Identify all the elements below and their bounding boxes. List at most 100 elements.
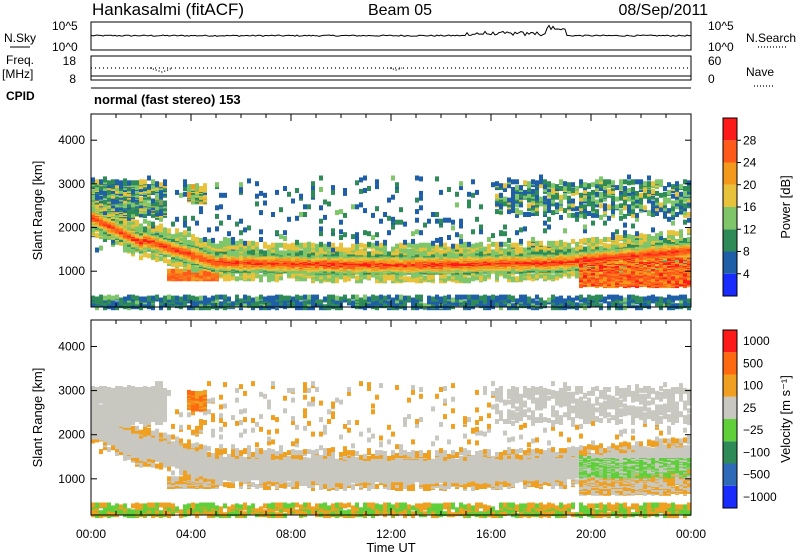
- power-cell: [447, 275, 451, 281]
- power-cell: [275, 294, 279, 300]
- power-cell: [335, 272, 339, 278]
- power-cell: [371, 212, 375, 218]
- power-cell: [307, 245, 311, 251]
- power-cell: [139, 200, 143, 206]
- power-cell: [195, 267, 199, 273]
- power-cell: [247, 295, 251, 301]
- power-cell: [319, 274, 323, 280]
- power-cell: [355, 204, 359, 210]
- noise-right-tick-top: 10^5: [708, 19, 734, 33]
- power-cell: [123, 243, 127, 249]
- power-cell: [139, 255, 143, 261]
- power-cell: [323, 246, 327, 252]
- power-cell: [123, 216, 127, 222]
- date-title: 08/Sep/2011: [618, 2, 708, 19]
- power-cell: [203, 300, 207, 306]
- power-cell: [379, 294, 383, 300]
- power-cell: [299, 193, 303, 199]
- power-cell: [575, 186, 579, 191]
- power-cell: [363, 188, 367, 193]
- power-cell: [299, 295, 303, 301]
- power-cell: [519, 185, 523, 191]
- power-cell: [491, 241, 495, 247]
- power-cell: [279, 300, 283, 306]
- power-cell: [415, 294, 419, 300]
- power-cell: [139, 227, 143, 233]
- nave-tick-top: 60: [708, 54, 722, 68]
- power-cell: [399, 242, 403, 248]
- power-cell: [555, 184, 559, 190]
- power-cell: [559, 295, 563, 301]
- power-cell: [299, 250, 303, 256]
- power-cell: [331, 294, 335, 300]
- power-cell: [99, 193, 103, 199]
- power-cell: [487, 295, 491, 301]
- power-cell: [159, 305, 163, 311]
- power-cell: [347, 298, 351, 304]
- power-cell: [199, 302, 203, 308]
- power-cell: [435, 300, 439, 306]
- power-cell: [219, 204, 223, 210]
- power-cell: [387, 275, 391, 281]
- power-cell: [147, 202, 151, 208]
- power-cell: [335, 295, 339, 301]
- power-cell: [247, 178, 251, 184]
- power-cell: [411, 251, 415, 257]
- power-cell: [175, 299, 179, 305]
- power-cell: [247, 276, 251, 282]
- power-cell: [207, 305, 211, 311]
- power-cell: [267, 274, 271, 280]
- power-cell: [211, 301, 215, 307]
- power-cell: [459, 185, 463, 191]
- beam-title: Beam 05: [368, 2, 432, 19]
- power-cell: [403, 239, 407, 245]
- power-cell: [331, 185, 335, 191]
- power-cell: [363, 175, 367, 181]
- power-cell: [243, 248, 247, 254]
- power-cell: [119, 297, 123, 303]
- power-cell: [179, 296, 183, 302]
- power-cell: [499, 230, 503, 236]
- power-cell: [531, 179, 535, 185]
- power-cell: [171, 268, 175, 274]
- power-cell: [187, 184, 191, 190]
- power-cell: [111, 193, 115, 199]
- power-cell: [403, 276, 407, 282]
- power-cell: [379, 218, 383, 224]
- power-cell: [391, 273, 395, 279]
- power-cell: [427, 250, 431, 256]
- power-cell: [351, 294, 355, 300]
- power-cell: [223, 241, 227, 247]
- power-cell: [359, 276, 363, 282]
- power-cell: [319, 241, 323, 247]
- power-cell: [107, 299, 111, 305]
- power-cell: [127, 207, 131, 213]
- power-cell: [179, 268, 183, 274]
- power-cell: [459, 218, 463, 224]
- power-cell: [155, 205, 159, 211]
- power-cell: [331, 242, 335, 248]
- power-cell: [327, 249, 331, 255]
- power-cell: [195, 183, 199, 189]
- power-cell: [415, 197, 419, 203]
- power-cell: [311, 250, 315, 256]
- power-cell: [339, 242, 343, 248]
- power-cell: [343, 277, 347, 283]
- power-cell: [239, 298, 243, 304]
- power-cell: [299, 276, 303, 282]
- power-cell: [419, 246, 423, 252]
- power-cell: [459, 181, 463, 187]
- power-cell: [391, 224, 395, 230]
- power-cell: [443, 242, 447, 248]
- power-cell: [519, 210, 523, 216]
- power-cell: [551, 183, 555, 189]
- power-cell: [395, 250, 399, 256]
- power-cell: [375, 278, 379, 284]
- power-cell: [351, 273, 355, 279]
- power-cell: [455, 251, 459, 257]
- power-cell: [335, 251, 339, 257]
- power-cell: [399, 251, 403, 257]
- power-cell: [543, 300, 547, 306]
- power-cell: [463, 248, 467, 254]
- power-cell: [223, 294, 227, 300]
